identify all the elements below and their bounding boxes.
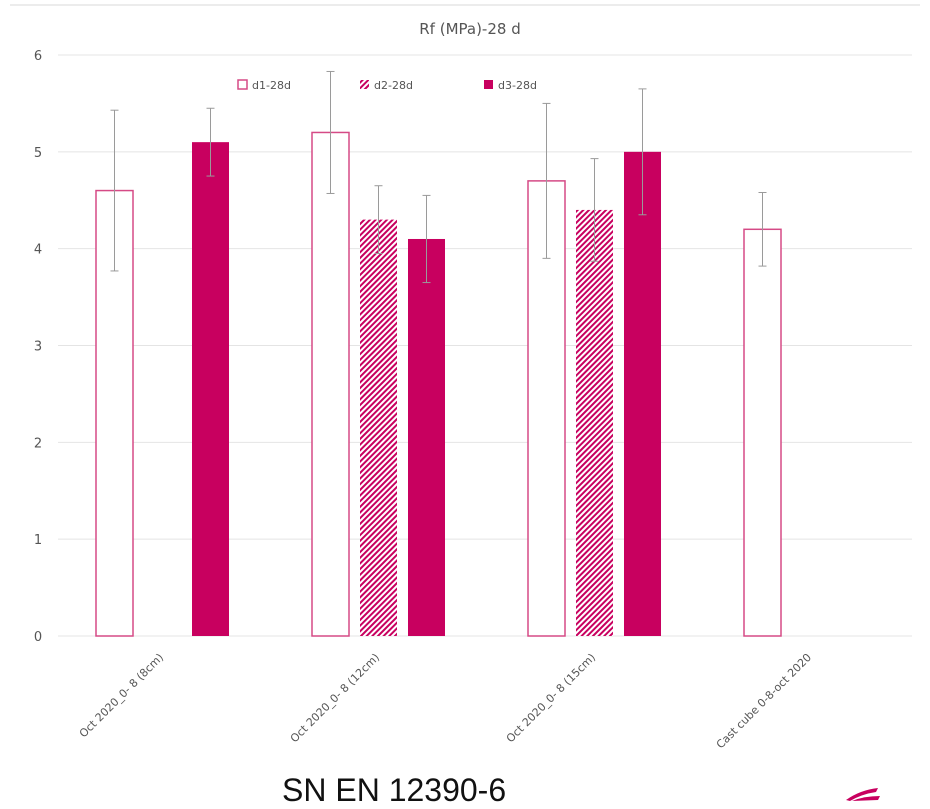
legend: d1-28d d2-28d d3-28d [237,79,537,92]
y-tick-label: 3 [34,340,42,355]
legend-swatch [360,80,369,89]
legend-swatch [484,80,493,89]
y-axis-ticks: 0 1 2 3 4 5 6 [34,49,42,645]
legend-swatch [237,79,248,90]
logo-mark [846,788,880,801]
bar-d2-28d-2 [576,209,613,636]
bar-d1-28d-3 [743,228,782,637]
y-tick-label: 1 [34,533,42,548]
bar-d3-28d-1 [408,238,445,636]
bar-d3-28d-0 [192,142,229,636]
chart-title: Rf (MPa)-28 d [419,20,520,38]
y-tick-label: 6 [34,49,42,64]
bar-d1-28d-1 [311,131,350,637]
bars [95,131,782,637]
legend-label: d2-28d [374,79,413,92]
error-bars [110,70,767,284]
footer-caption: SN EN 12390-6 [282,772,507,808]
y-tick-label: 2 [34,436,42,451]
y-tick-label: 4 [34,243,42,258]
y-tick-label: 0 [34,630,42,645]
legend-label: d1-28d [252,79,291,92]
legend-label: d3-28d [498,79,537,92]
bar-d3-28d-2 [624,151,661,637]
bar-d2-28d-1 [360,219,397,636]
y-tick-label: 5 [34,146,42,161]
